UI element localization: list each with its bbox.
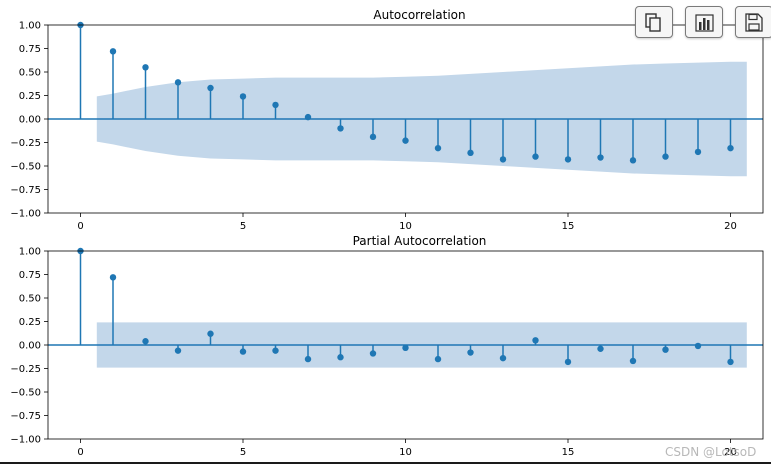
- y-tick-label: 0.00: [19, 115, 41, 126]
- y-tick-label: 1.00: [19, 21, 41, 32]
- stem-marker: [467, 349, 474, 356]
- stem-marker: [564, 358, 572, 366]
- stem-marker: [499, 156, 507, 163]
- chart-settings-button[interactable]: [685, 6, 723, 38]
- x-tick-label: 0: [77, 221, 83, 232]
- y-tick-label: 0.50: [19, 294, 41, 305]
- stem-marker: [727, 144, 734, 152]
- stem-marker: [272, 347, 279, 354]
- stem-marker: [174, 347, 182, 354]
- watermark: CSDN @LotsoD: [665, 445, 757, 459]
- stem-marker: [402, 344, 409, 352]
- stem-marker: [369, 350, 377, 357]
- chart-panel-1: 1.00 0.75 0.50 0.25 0.00 −0.25 −0.50 −0.75 −1.00…: [10, 8, 764, 232]
- copy-icon: [645, 13, 661, 32]
- stem-marker: [142, 64, 149, 71]
- y-tick-label: −1.00: [10, 209, 41, 220]
- y-tick-label: 0.25: [19, 317, 41, 328]
- stem-marker: [434, 144, 442, 152]
- stem-marker: [337, 125, 344, 132]
- y-tick-label: −0.75: [10, 185, 41, 196]
- x-tick-label: 15: [562, 221, 575, 232]
- x-tick-label: 15: [562, 447, 575, 458]
- stem-marker: [434, 355, 442, 363]
- save-icon: [745, 13, 763, 32]
- chart-title: Autocorrelation: [373, 8, 465, 22]
- y-tick-label: 0.00: [19, 341, 41, 352]
- copy-button[interactable]: [635, 6, 673, 38]
- y-tick-label: −0.50: [10, 388, 41, 399]
- y-tick-label: −0.75: [10, 411, 41, 422]
- stem-marker: [207, 84, 214, 92]
- stem-marker: [694, 342, 702, 350]
- stem-marker: [694, 148, 702, 156]
- stem-marker: [597, 345, 604, 352]
- chart-panel-2: 1.00 0.75 0.50 0.25 0.00 −0.25 −0.50 −0.75 −1.00…: [10, 234, 764, 458]
- stem-marker: [109, 274, 117, 281]
- x-tick-label: 0: [77, 447, 83, 458]
- save-button[interactable]: [735, 6, 771, 38]
- stem-marker: [109, 48, 117, 55]
- stem-marker: [337, 354, 344, 361]
- stem-marker: [629, 357, 637, 365]
- y-tick-label: 0.50: [19, 68, 41, 79]
- y-tick-label: 0.75: [19, 44, 41, 55]
- y-tick-label: −1.00: [10, 435, 41, 446]
- y-tick-label: 0.75: [19, 270, 41, 281]
- x-tick-label: 10: [399, 221, 412, 232]
- stem-marker: [207, 330, 214, 337]
- stem-marker: [532, 153, 539, 160]
- stem-marker: [597, 154, 604, 161]
- y-tick-label: −0.50: [10, 162, 41, 173]
- stem-marker: [499, 354, 507, 362]
- bar-chart-icon: [695, 14, 714, 32]
- y-tick-label: −0.25: [10, 138, 41, 149]
- y-tick-label: −0.25: [10, 364, 41, 375]
- stem-marker: [662, 346, 669, 353]
- stem-marker: [304, 113, 312, 121]
- stem-marker: [532, 337, 539, 344]
- stem-marker: [467, 149, 474, 157]
- stem-marker: [142, 338, 149, 345]
- stem-marker: [564, 156, 572, 163]
- stem-marker: [662, 153, 669, 160]
- stem-marker: [174, 79, 182, 86]
- x-tick-label: 10: [399, 447, 412, 458]
- x-tick-label: 20: [724, 221, 737, 232]
- y-tick-label: 1.00: [19, 247, 41, 258]
- stem-marker: [239, 93, 247, 100]
- stem-marker: [239, 348, 247, 355]
- stem-marker: [369, 133, 377, 141]
- bottom-border: [0, 462, 771, 464]
- stem-marker: [727, 358, 734, 366]
- stem-marker: [272, 101, 279, 109]
- stem-marker: [629, 157, 637, 164]
- x-tick-label: 20: [724, 447, 737, 458]
- stem-marker: [402, 137, 409, 144]
- stem-marker: [304, 355, 312, 363]
- y-tick-label: 0.25: [19, 91, 41, 102]
- x-tick-label: 5: [240, 221, 246, 232]
- x-tick-label: 5: [240, 447, 246, 458]
- chart-title: Partial Autocorrelation: [353, 234, 487, 248]
